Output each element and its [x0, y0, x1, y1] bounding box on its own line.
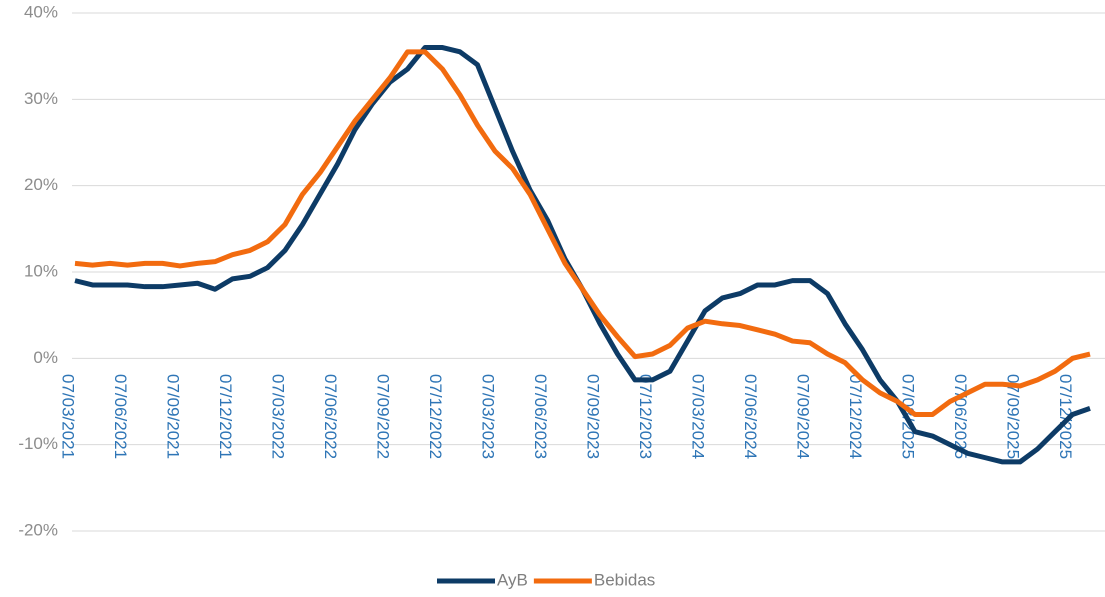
x-tick-label: 07/06/2021 [111, 374, 130, 459]
x-tick-label: 07/09/2023 [584, 374, 603, 459]
x-tick-label: 07/09/2021 [164, 374, 183, 459]
y-tick-label: 20% [24, 175, 58, 194]
x-tick-label: 07/09/2025 [1004, 374, 1023, 459]
y-tick-label: 0% [33, 348, 58, 367]
series-line [74, 49, 1091, 417]
x-tick-label: 07/09/2022 [374, 374, 393, 459]
x-tick-label: 07/09/2024 [794, 374, 813, 459]
x-tick-label: 07/03/2024 [689, 374, 708, 459]
y-tick-label: -10% [18, 434, 58, 453]
legend-label: AyB [497, 570, 528, 589]
x-tick-label: 07/06/2024 [741, 374, 760, 459]
x-tick-label: 07/12/2022 [426, 374, 445, 459]
legend-label: Bebidas [594, 570, 655, 589]
x-tick-label: 07/03/2022 [269, 374, 288, 459]
y-tick-label: 10% [24, 261, 58, 280]
x-tick-label: 07/03/2021 [59, 374, 78, 459]
x-tick-label: 07/12/2024 [846, 374, 865, 459]
x-tick-label: 07/12/2021 [216, 374, 235, 459]
x-tick-label: 07/12/2025 [1056, 374, 1075, 459]
x-tick-label: 07/06/2023 [531, 374, 550, 459]
y-tick-label: -20% [18, 520, 58, 539]
y-tick-label: 40% [24, 2, 58, 21]
x-tick-label: 07/12/2023 [636, 374, 655, 459]
y-tick-label: 30% [24, 89, 58, 108]
x-tick-label: 07/03/2023 [479, 374, 498, 459]
x-tick-label: 07/06/2022 [321, 374, 340, 459]
